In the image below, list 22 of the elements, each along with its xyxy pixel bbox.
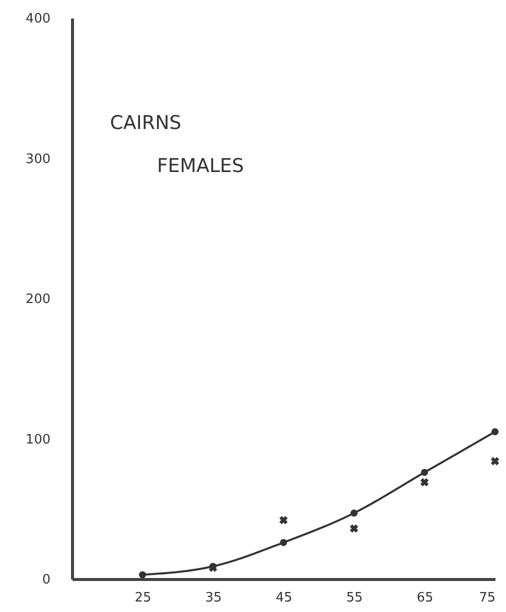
point bbox=[491, 428, 499, 436]
text: CAIRNS bbox=[110, 112, 182, 134]
y-tick-label: 0 bbox=[42, 572, 50, 588]
point bbox=[350, 524, 358, 533]
x-tick-label: 25 bbox=[134, 590, 152, 606]
x-tick-label: 45 bbox=[276, 590, 292, 606]
point bbox=[490, 457, 500, 466]
point bbox=[420, 478, 429, 486]
y-tick-label: 400 bbox=[26, 12, 50, 26]
point bbox=[420, 468, 428, 476]
point bbox=[280, 539, 288, 546]
point bbox=[138, 571, 146, 578]
text: FEMALES bbox=[157, 155, 244, 177]
y-tick-label: 100 bbox=[26, 432, 50, 448]
y-tick-label: 200 bbox=[26, 292, 50, 307]
point bbox=[279, 516, 288, 524]
point bbox=[350, 510, 358, 517]
x-tick-label: 65 bbox=[416, 590, 434, 606]
x-tick-label: 55 bbox=[346, 590, 363, 606]
y-tick-label: 300 bbox=[26, 152, 50, 167]
x-tick-label: 35 bbox=[205, 590, 222, 606]
x-tick-label: 75 bbox=[478, 590, 496, 606]
